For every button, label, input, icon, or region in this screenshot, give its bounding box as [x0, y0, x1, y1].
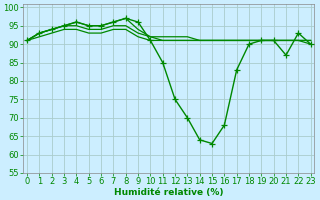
X-axis label: Humidité relative (%): Humidité relative (%) [114, 188, 224, 197]
